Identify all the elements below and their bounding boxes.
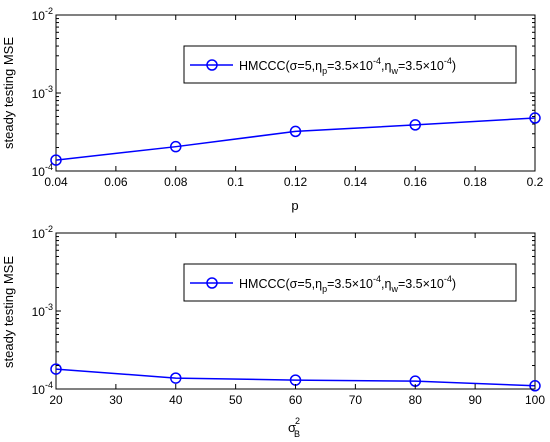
plot-area-bottom — [55, 232, 536, 390]
x-tick-label-top: 0.14 — [344, 175, 368, 189]
y-axis-label-bottom: steady testing MSE — [1, 256, 16, 368]
x-tick-label-top: 0.16 — [404, 175, 428, 189]
y-tick-label-bottom: 10-4 — [32, 380, 53, 397]
data-point-top — [50, 154, 62, 166]
legend-top: HMCCC(σ=5,ηp=3.5×10-4,ηw=3.5×10-4) — [183, 45, 517, 84]
data-point-bottom — [529, 380, 541, 392]
x-tick-label-bottom: 30 — [109, 393, 123, 407]
x-tick-label-top: 0.2 — [527, 175, 544, 189]
x-tick-label-bottom: 100 — [525, 393, 545, 407]
series-line-bottom — [55, 368, 536, 387]
legend-box-top — [183, 45, 517, 84]
x-tick-label-bottom: 70 — [349, 393, 363, 407]
y-tick-label-top: 10-4 — [32, 162, 53, 179]
legend-entry-top: HMCCC(σ=5,ηp=3.5×10-4,ηw=3.5×10-4) — [239, 56, 456, 76]
x-tick-label-top: 0.04 — [44, 175, 68, 189]
data-point-top — [409, 119, 421, 131]
x-tick-label-bottom: 60 — [289, 393, 303, 407]
x-tick-label-bottom: 20 — [49, 393, 63, 407]
x-tick-label-bottom: 90 — [468, 393, 482, 407]
y-tick-label-bottom: 10-3 — [32, 302, 53, 319]
subplot-top: steady testing MSE p HMCCC(σ=5,ηp=3.5×10… — [1, 6, 544, 213]
data-point-top — [289, 125, 302, 138]
x-tick-label-top: 0.18 — [463, 175, 487, 189]
x-axis-label-top: p — [291, 198, 298, 213]
x-tick-label-bottom: 40 — [169, 393, 183, 407]
data-point-top — [529, 112, 541, 124]
legend-entry-bottom: HMCCC(σ=5,ηp=3.5×10-4,ηw=3.5×10-4) — [239, 274, 456, 294]
data-point-bottom — [50, 363, 62, 375]
x-tick-label-top: 0.1 — [227, 175, 244, 189]
x-tick-label-top: 0.06 — [104, 175, 128, 189]
plot-area-top — [55, 14, 536, 172]
y-tick-label-top: 10-3 — [32, 84, 53, 101]
y-tick-label-bottom: 10-2 — [32, 224, 53, 241]
x-tick-label-bottom: 50 — [229, 393, 243, 407]
legend-box-bottom — [183, 263, 517, 302]
data-point-top — [170, 140, 182, 153]
series-line-top — [55, 117, 536, 161]
legend-marker-bottom — [206, 277, 218, 289]
legend-marker-top — [206, 59, 218, 71]
y-axis-label-top: steady testing MSE — [1, 37, 16, 149]
x-tick-label-top: 0.12 — [284, 175, 308, 189]
data-point-bottom — [170, 372, 182, 384]
x-tick-label-bottom: 80 — [409, 393, 423, 407]
y-tick-label-top: 10-2 — [32, 6, 53, 23]
subplot-bottom: steady testing MSE σ2 B HMCCC(σ=5,ηp=3.5×… — [1, 224, 545, 439]
x-tick-label-top: 0.08 — [164, 175, 188, 189]
legend-bottom: HMCCC(σ=5,ηp=3.5×10-4,ηw=3.5×10-4) — [183, 263, 517, 302]
x-axis-label-bottom: σ2 B — [288, 416, 300, 439]
